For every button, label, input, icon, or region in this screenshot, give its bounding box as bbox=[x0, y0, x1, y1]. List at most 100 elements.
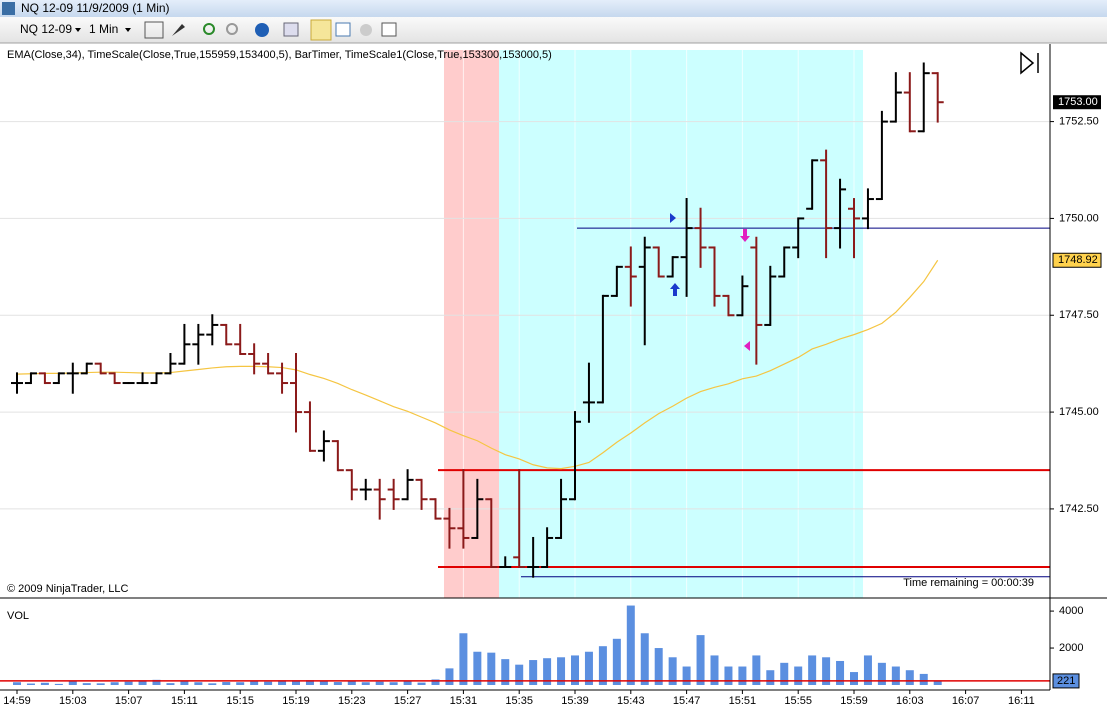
x-tick-label: 15:27 bbox=[394, 695, 422, 707]
x-tick-label: 15:07 bbox=[115, 695, 143, 707]
zoom-out-button[interactable] bbox=[226, 23, 238, 35]
volume-bar bbox=[557, 657, 566, 685]
volume-bar bbox=[333, 682, 342, 685]
instrument-selector[interactable]: NQ 12-09 bbox=[20, 22, 72, 36]
volume-bar bbox=[738, 666, 747, 685]
copyright: © 2009 NinjaTrader, LLC bbox=[7, 583, 128, 595]
x-tick-label: 16:11 bbox=[1008, 695, 1035, 707]
volume-bar bbox=[543, 658, 552, 685]
volume-bar bbox=[822, 657, 831, 685]
volume-bar bbox=[933, 680, 942, 685]
volume-bar bbox=[487, 652, 496, 685]
volume-bar bbox=[752, 655, 761, 685]
volume-bar bbox=[584, 651, 593, 685]
volume-bar bbox=[417, 682, 426, 685]
volume-bar bbox=[529, 660, 538, 685]
globe-button[interactable] bbox=[255, 23, 269, 37]
app-icon bbox=[2, 2, 15, 15]
dropdown-arrow[interactable] bbox=[125, 28, 131, 32]
volume-bar bbox=[40, 682, 49, 685]
volume-bar bbox=[319, 681, 328, 685]
volume-bar bbox=[82, 683, 91, 685]
y-tick-label: 1742.50 bbox=[1059, 503, 1099, 515]
x-tick-label: 15:19 bbox=[282, 695, 310, 707]
volume-bar bbox=[515, 664, 524, 685]
volume-label: VOL bbox=[7, 610, 29, 622]
volume-bar bbox=[305, 680, 314, 685]
y-tick-label: 1747.50 bbox=[1059, 309, 1099, 321]
volume-bar bbox=[654, 648, 663, 685]
x-tick-label: 15:55 bbox=[784, 695, 812, 707]
volume-bar bbox=[863, 655, 872, 685]
interval-selector[interactable]: 1 Min bbox=[89, 22, 118, 36]
toolbar bbox=[0, 17, 1107, 43]
scroll-to-end-button[interactable] bbox=[1020, 51, 1039, 75]
sell-arrow bbox=[740, 229, 750, 242]
y-tick-label: 1745.00 bbox=[1059, 406, 1099, 418]
ema-value-box bbox=[1052, 252, 1102, 268]
volume-bar bbox=[124, 681, 133, 685]
y-tick-label: 4000 bbox=[1059, 605, 1083, 617]
volume-bar bbox=[278, 680, 287, 685]
volume-bar bbox=[612, 638, 621, 685]
volume-value-box bbox=[1052, 673, 1080, 689]
volume-bar bbox=[598, 646, 607, 685]
session-shade-pink bbox=[444, 50, 499, 598]
volume-bar bbox=[626, 605, 635, 685]
volume-bar bbox=[501, 659, 510, 685]
volume-bar bbox=[919, 673, 928, 685]
x-tick-label: 15:11 bbox=[171, 695, 198, 707]
volume-bar bbox=[850, 672, 858, 685]
dropdown-arrow[interactable] bbox=[75, 28, 81, 32]
window-title: NQ 12-09 11/9/2009 (1 Min) bbox=[21, 1, 170, 15]
zoom-in-button[interactable] bbox=[203, 23, 215, 35]
volume-bar bbox=[375, 681, 384, 685]
volume-bar bbox=[138, 680, 147, 685]
bar-type-button[interactable] bbox=[144, 21, 164, 39]
volume-bar bbox=[877, 662, 886, 685]
volume-bar bbox=[431, 679, 440, 685]
x-tick-label: 15:35 bbox=[505, 695, 533, 707]
x-tick-label: 15:59 bbox=[840, 695, 868, 707]
volume-bar bbox=[640, 633, 649, 685]
session-shade-cyan bbox=[499, 50, 863, 598]
volume-bar bbox=[682, 666, 691, 685]
volume-bar bbox=[696, 635, 705, 685]
volume-bar bbox=[194, 682, 203, 685]
toolbar-buttons bbox=[144, 19, 397, 41]
x-tick-label: 14:59 bbox=[3, 695, 31, 707]
volume-value-label: 221 bbox=[1057, 675, 1075, 687]
strategy-button[interactable] bbox=[310, 19, 332, 41]
y-tick-label: 1750.00 bbox=[1059, 212, 1099, 224]
properties-button[interactable] bbox=[283, 22, 299, 37]
entry-marker bbox=[670, 213, 676, 223]
volume-bar bbox=[110, 682, 119, 685]
bar-timer: Time remaining = 00:00:39 bbox=[903, 577, 1034, 589]
volume-bar bbox=[152, 679, 161, 685]
x-tick-label: 15:03 bbox=[59, 695, 87, 707]
volume-bar bbox=[891, 666, 900, 685]
x-tick-label: 15:43 bbox=[617, 695, 645, 707]
x-tick-label: 15:31 bbox=[450, 695, 478, 707]
volume-bar bbox=[766, 670, 775, 685]
x-tick-label: 15:15 bbox=[226, 695, 254, 707]
volume-bar bbox=[459, 633, 468, 685]
data-box-button[interactable] bbox=[381, 22, 397, 37]
volume-bar bbox=[13, 682, 21, 685]
volume-bar bbox=[389, 682, 398, 685]
volume-bar bbox=[264, 681, 273, 685]
volume-bar bbox=[26, 683, 35, 685]
volume-bar bbox=[180, 680, 189, 685]
volume-bar bbox=[250, 681, 259, 685]
volume-bar bbox=[905, 670, 914, 685]
volume-bar bbox=[473, 651, 482, 685]
volume-bar bbox=[96, 683, 105, 685]
y-tick-label: 1752.50 bbox=[1059, 115, 1099, 127]
indicator-button[interactable] bbox=[335, 22, 351, 37]
title-bar bbox=[0, 0, 1107, 17]
volume-bar bbox=[836, 660, 845, 685]
record-button[interactable] bbox=[360, 24, 372, 36]
volume-bar bbox=[780, 662, 789, 685]
draw-tool-button[interactable] bbox=[172, 24, 185, 36]
